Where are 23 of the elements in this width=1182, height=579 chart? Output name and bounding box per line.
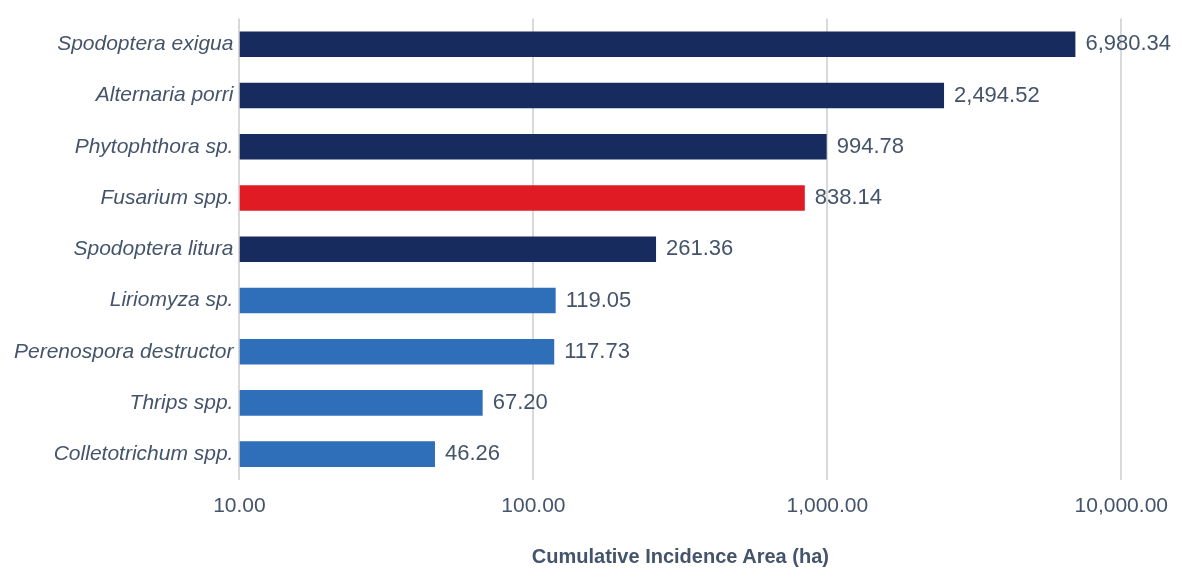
data-label: 261.36 <box>666 235 734 261</box>
data-label: 46.26 <box>444 440 501 466</box>
data-label: 6,980.34 <box>1085 30 1172 56</box>
data-label: 117.73 <box>564 337 630 363</box>
y-tick-label: Thrips spp. <box>129 389 234 413</box>
x-axis-title: Cumulative Incidence Area (ha) <box>531 544 829 567</box>
x-tick-label: 10.00 <box>213 493 266 517</box>
y-tick-label: Phytophthora sp. <box>74 133 234 157</box>
y-tick-label: Perenospora destructor <box>13 338 235 362</box>
y-tick-label: Liriomyza sp. <box>109 287 234 311</box>
y-tick-label: Spodoptera litura <box>73 236 234 260</box>
y-tick-label: Colletotrichum spp. <box>53 441 234 465</box>
data-label: 119.05 <box>565 286 632 312</box>
x-tick-label: 1,000.00 <box>786 493 869 517</box>
x-tick-label: 100.00 <box>501 493 566 517</box>
y-tick-label: Spodoptera exigua <box>57 31 234 55</box>
y-tick-label: Alternaria porri <box>93 82 235 106</box>
data-label: 838.14 <box>814 184 883 210</box>
x-tick-label: 10,000.00 <box>1074 493 1169 517</box>
y-tick-label: Fusarium spp. <box>100 184 234 208</box>
data-label: 994.78 <box>836 132 904 158</box>
data-label: 67.20 <box>492 389 548 414</box>
data-label: 2,494.52 <box>954 81 1040 107</box>
